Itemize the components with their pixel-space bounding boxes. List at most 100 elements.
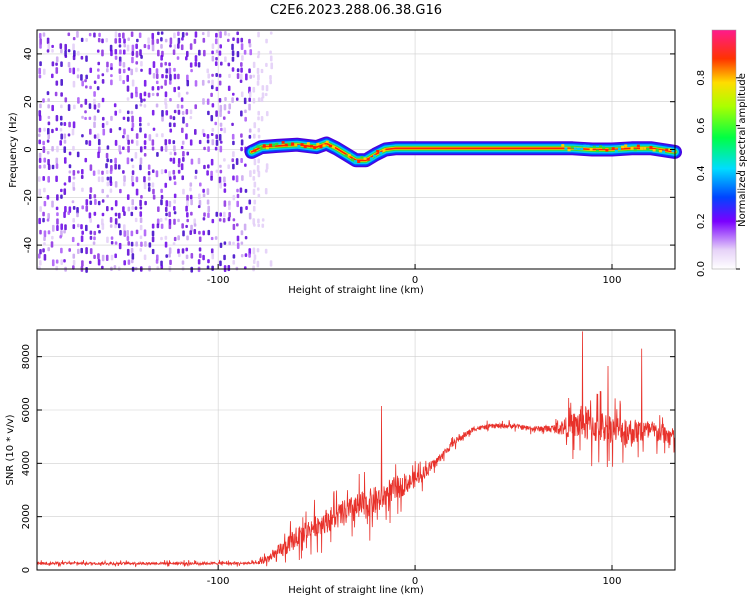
noise-cell	[253, 158, 257, 166]
noise-cell	[77, 248, 80, 254]
noise-cell	[173, 32, 176, 39]
noise-cell	[94, 199, 97, 206]
noise-cell	[80, 235, 84, 243]
ridge-blotch	[297, 144, 301, 148]
noise-cell	[182, 116, 185, 124]
noise-cell	[215, 73, 218, 78]
noise-cell	[139, 224, 143, 231]
noise-cell	[110, 115, 113, 121]
noise-cell	[148, 134, 152, 141]
noise-cell	[207, 31, 210, 38]
x-tick-label: 100	[602, 275, 621, 286]
noise-cell	[253, 223, 256, 227]
noise-cell	[180, 163, 184, 171]
y-tick-label: 40	[23, 48, 34, 61]
noise-cell	[160, 62, 163, 68]
noise-cell	[155, 133, 159, 138]
noise-cell	[181, 175, 185, 181]
noise-cell	[114, 212, 118, 217]
noise-cell	[257, 158, 260, 164]
noise-cell	[253, 181, 257, 188]
noise-cell	[164, 38, 168, 43]
noise-cell	[248, 248, 252, 255]
noise-cell	[152, 73, 156, 79]
noise-cell	[51, 145, 54, 152]
noise-cell	[130, 241, 134, 247]
noise-cell	[67, 211, 71, 215]
noise-cell	[139, 211, 143, 217]
noise-cell	[161, 133, 164, 138]
noise-cell	[206, 139, 210, 144]
noise-cell	[186, 151, 190, 156]
noise-cell	[232, 163, 235, 170]
ridge-blotch	[608, 147, 612, 150]
noise-cell	[248, 103, 251, 111]
noise-cell	[143, 145, 147, 150]
noise-cell	[173, 211, 177, 215]
noise-cell	[164, 103, 168, 110]
noise-cell	[156, 151, 159, 157]
noise-cell	[185, 205, 188, 212]
noise-cell	[232, 223, 236, 230]
ridge-blotch	[350, 158, 354, 162]
noise-cell	[101, 170, 104, 175]
noise-cell	[114, 139, 118, 146]
noise-cell	[248, 253, 251, 258]
noise-cell	[85, 74, 88, 80]
noise-cell	[63, 133, 67, 139]
noise-cell	[235, 97, 239, 101]
noise-cell	[155, 73, 159, 79]
noise-cell	[71, 236, 75, 243]
noise-cell	[68, 151, 72, 156]
noise-cell	[194, 104, 198, 110]
noise-cell	[168, 62, 171, 67]
noise-cell	[160, 55, 163, 61]
noise-cell	[88, 140, 92, 147]
noise-cell	[143, 229, 147, 237]
noise-cell	[256, 164, 260, 172]
noise-cell	[211, 55, 215, 62]
noise-cell	[177, 86, 181, 91]
noise-cell	[231, 67, 235, 72]
noise-cell	[203, 49, 206, 57]
noise-cell	[231, 43, 234, 51]
noise-cell	[269, 74, 272, 81]
noise-cell	[51, 104, 54, 112]
ridge-blotch	[366, 158, 370, 161]
noise-cell	[151, 44, 155, 52]
noise-cell	[126, 157, 130, 165]
noise-cell	[51, 128, 54, 134]
noise-cell	[185, 254, 189, 259]
noise-cell	[60, 104, 63, 109]
noise-cell	[198, 236, 202, 242]
noise-cell	[252, 265, 255, 272]
noise-cell	[215, 86, 219, 92]
noise-cell	[189, 182, 193, 187]
noise-cell	[228, 211, 231, 218]
noise-cell	[189, 230, 193, 236]
noise-cell	[156, 218, 160, 225]
noise-cell	[106, 61, 109, 68]
noise-cell	[46, 37, 50, 45]
noise-cell	[151, 223, 155, 229]
ridge-blotch	[583, 144, 587, 148]
noise-cell	[202, 98, 205, 105]
noise-cell	[101, 176, 104, 183]
ridge-blotch	[325, 140, 329, 144]
noise-cell	[63, 157, 67, 164]
noise-cell	[185, 109, 189, 115]
colorbar-tick-label: 0.2	[696, 213, 707, 229]
noise-cell	[231, 50, 235, 57]
ridge-blotch	[284, 143, 288, 147]
ridge-blotch	[636, 144, 640, 148]
noise-cell	[164, 241, 168, 248]
noise-cell	[143, 43, 147, 49]
noise-cell	[81, 205, 84, 210]
noise-cell	[43, 200, 47, 207]
noise-cell	[185, 56, 188, 61]
noise-cell	[97, 61, 101, 66]
noise-cell	[219, 110, 222, 117]
noise-cell	[47, 43, 51, 50]
noise-cell	[46, 91, 50, 96]
noise-cell	[252, 218, 256, 225]
